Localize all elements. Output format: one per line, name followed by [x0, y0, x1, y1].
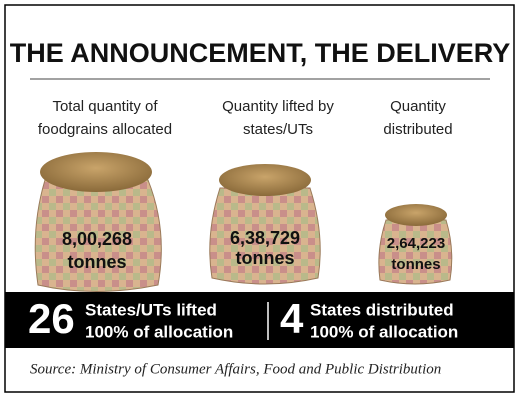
- stat-number: 4: [280, 295, 304, 342]
- item-label: Quantity: [390, 98, 446, 115]
- title: THE ANNOUNCEMENT, THE DELIVERY: [10, 38, 511, 68]
- item-label: Quantity lifted by: [222, 98, 334, 115]
- sack: [34, 152, 162, 292]
- stat-text: States/UTs lifted: [85, 300, 217, 319]
- stat-text: 100% of allocation: [85, 322, 233, 341]
- item-value: 8,00,268: [62, 229, 132, 249]
- stat-text: States distributed: [310, 300, 454, 319]
- item-label: states/UTs: [243, 121, 313, 138]
- item-value: 2,64,223: [387, 235, 445, 252]
- item-unit: tonnes: [391, 256, 440, 273]
- item-unit: tonnes: [67, 252, 126, 272]
- sack: [209, 164, 321, 285]
- item-unit: tonnes: [235, 248, 294, 268]
- stat-text: 100% of allocation: [310, 322, 458, 341]
- stat-number: 26: [28, 295, 75, 342]
- item-label: Total quantity of: [52, 98, 158, 115]
- item-label: foodgrains allocated: [38, 121, 172, 138]
- source: Source: Ministry of Consumer Affairs, Fo…: [30, 361, 441, 377]
- frame: [4, 4, 515, 393]
- item-label: distributed: [383, 121, 452, 138]
- item-value: 6,38,729: [230, 228, 300, 248]
- sack: [378, 204, 453, 285]
- stats-band: [5, 292, 514, 348]
